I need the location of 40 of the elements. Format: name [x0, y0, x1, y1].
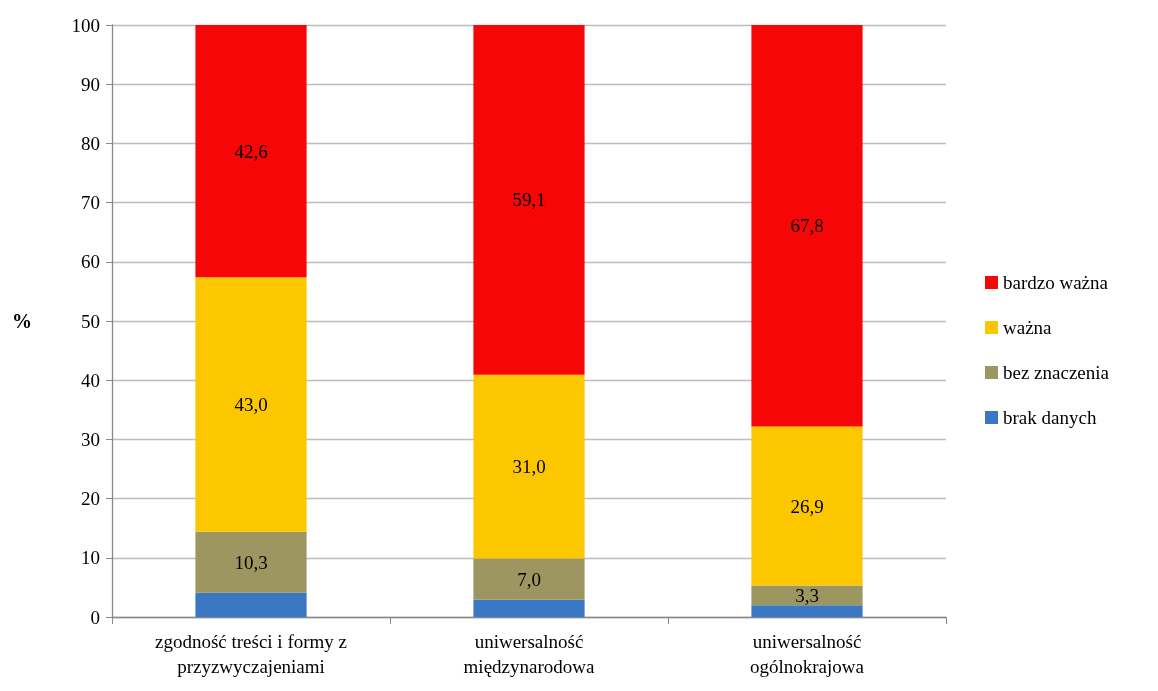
bar: [195, 25, 307, 278]
bar: [473, 599, 585, 617]
data-label: 43,0: [234, 393, 268, 415]
data-label: 26,9: [790, 495, 824, 517]
bar: [195, 531, 307, 593]
y-tick-label: 40: [81, 369, 100, 391]
legend-label: bardzo ważna: [1003, 272, 1109, 293]
data-label: 7,0: [517, 568, 541, 590]
x-tick-label: zgodność treści i formy z przyzwyczajeniami: [154, 631, 348, 677]
y-tick-label: 0: [90, 606, 100, 628]
bar: [751, 605, 863, 617]
data-label: 67,8: [790, 215, 824, 237]
bar: [195, 592, 307, 617]
y-tick-label: 20: [81, 488, 100, 510]
y-tick-label: 80: [81, 132, 100, 154]
bar: [751, 25, 863, 427]
data-label: 59,1: [512, 189, 546, 211]
x-tick-label: uniwersalność ogólnokrajowa: [750, 631, 865, 677]
y-tick-label: 90: [81, 73, 100, 95]
bar: [751, 585, 863, 606]
y-tick-label: 100: [71, 14, 100, 36]
data-label: 42,6: [234, 140, 268, 162]
bar: [195, 277, 307, 532]
y-tick-label: 10: [81, 547, 100, 569]
data-label: 31,0: [512, 456, 546, 478]
y-tick-label: 70: [81, 192, 100, 214]
y-tick-label: 60: [81, 251, 100, 273]
bar: [473, 25, 585, 375]
legend-label: bez znaczenia: [1003, 362, 1110, 383]
y-tick-label: 50: [81, 310, 100, 332]
legend-label: ważna: [1003, 317, 1053, 338]
bar: [473, 558, 585, 600]
y-tick-label: 30: [81, 428, 100, 450]
x-tick-label: uniwersalność międzynarodowa: [463, 631, 595, 677]
bar: [473, 374, 585, 559]
data-label: 10,3: [234, 551, 268, 573]
y-axis-title: %: [12, 310, 32, 332]
data-label: 3,3: [795, 584, 819, 606]
legend-label: brak danych: [1003, 407, 1097, 428]
bar: [751, 426, 863, 586]
